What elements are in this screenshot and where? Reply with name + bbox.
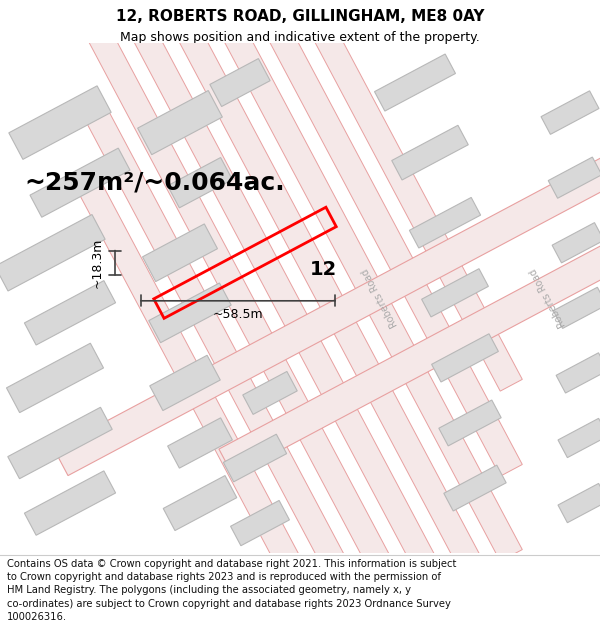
Polygon shape — [9, 86, 111, 159]
Polygon shape — [444, 465, 506, 511]
Polygon shape — [431, 334, 499, 382]
Polygon shape — [223, 434, 287, 482]
Text: Contains OS data © Crown copyright and database right 2021. This information is : Contains OS data © Crown copyright and d… — [7, 559, 457, 569]
Polygon shape — [553, 288, 600, 328]
Polygon shape — [556, 352, 600, 393]
Polygon shape — [78, 0, 522, 625]
Polygon shape — [143, 224, 217, 282]
Polygon shape — [54, 120, 600, 476]
Polygon shape — [210, 59, 270, 106]
Text: Map shows position and indicative extent of the property.: Map shows position and indicative extent… — [120, 31, 480, 44]
Polygon shape — [548, 157, 600, 198]
Text: ~18.3m: ~18.3m — [91, 238, 104, 288]
Polygon shape — [78, 0, 522, 561]
Text: Roberts Road: Roberts Road — [528, 267, 568, 329]
Polygon shape — [392, 125, 468, 180]
Polygon shape — [409, 198, 481, 248]
Polygon shape — [219, 120, 600, 476]
Polygon shape — [78, 94, 522, 625]
Polygon shape — [7, 343, 104, 412]
Polygon shape — [150, 355, 220, 411]
Polygon shape — [552, 222, 600, 263]
Polygon shape — [78, 9, 522, 625]
Polygon shape — [78, 0, 522, 476]
Text: 12: 12 — [310, 260, 337, 279]
Polygon shape — [25, 281, 116, 345]
Polygon shape — [0, 214, 105, 291]
Text: ~257m²/~0.064ac.: ~257m²/~0.064ac. — [25, 171, 286, 194]
Polygon shape — [558, 483, 600, 522]
Polygon shape — [167, 158, 232, 208]
Polygon shape — [422, 269, 488, 317]
Polygon shape — [243, 371, 297, 414]
Text: to Crown copyright and database rights 2023 and is reproduced with the permissio: to Crown copyright and database rights 2… — [7, 572, 441, 582]
Text: 100026316.: 100026316. — [7, 612, 67, 622]
Polygon shape — [558, 418, 600, 457]
Polygon shape — [167, 418, 232, 468]
Polygon shape — [374, 54, 455, 111]
Polygon shape — [163, 476, 237, 531]
Polygon shape — [78, 0, 522, 625]
Polygon shape — [439, 400, 501, 446]
Text: 12, ROBERTS ROAD, GILLINGHAM, ME8 0AY: 12, ROBERTS ROAD, GILLINGHAM, ME8 0AY — [116, 9, 484, 24]
Polygon shape — [230, 501, 289, 546]
Polygon shape — [541, 91, 599, 134]
Polygon shape — [149, 283, 231, 342]
Polygon shape — [78, 179, 522, 625]
Polygon shape — [30, 148, 130, 218]
Polygon shape — [25, 471, 116, 535]
Text: Roberts Road: Roberts Road — [360, 267, 400, 329]
Polygon shape — [137, 91, 223, 154]
Text: co-ordinates) are subject to Crown copyright and database rights 2023 Ordnance S: co-ordinates) are subject to Crown copyr… — [7, 599, 451, 609]
Polygon shape — [8, 408, 112, 479]
Text: HM Land Registry. The polygons (including the associated geometry, namely x, y: HM Land Registry. The polygons (includin… — [7, 586, 411, 596]
Text: ~58.5m: ~58.5m — [212, 308, 263, 321]
Polygon shape — [78, 0, 522, 391]
